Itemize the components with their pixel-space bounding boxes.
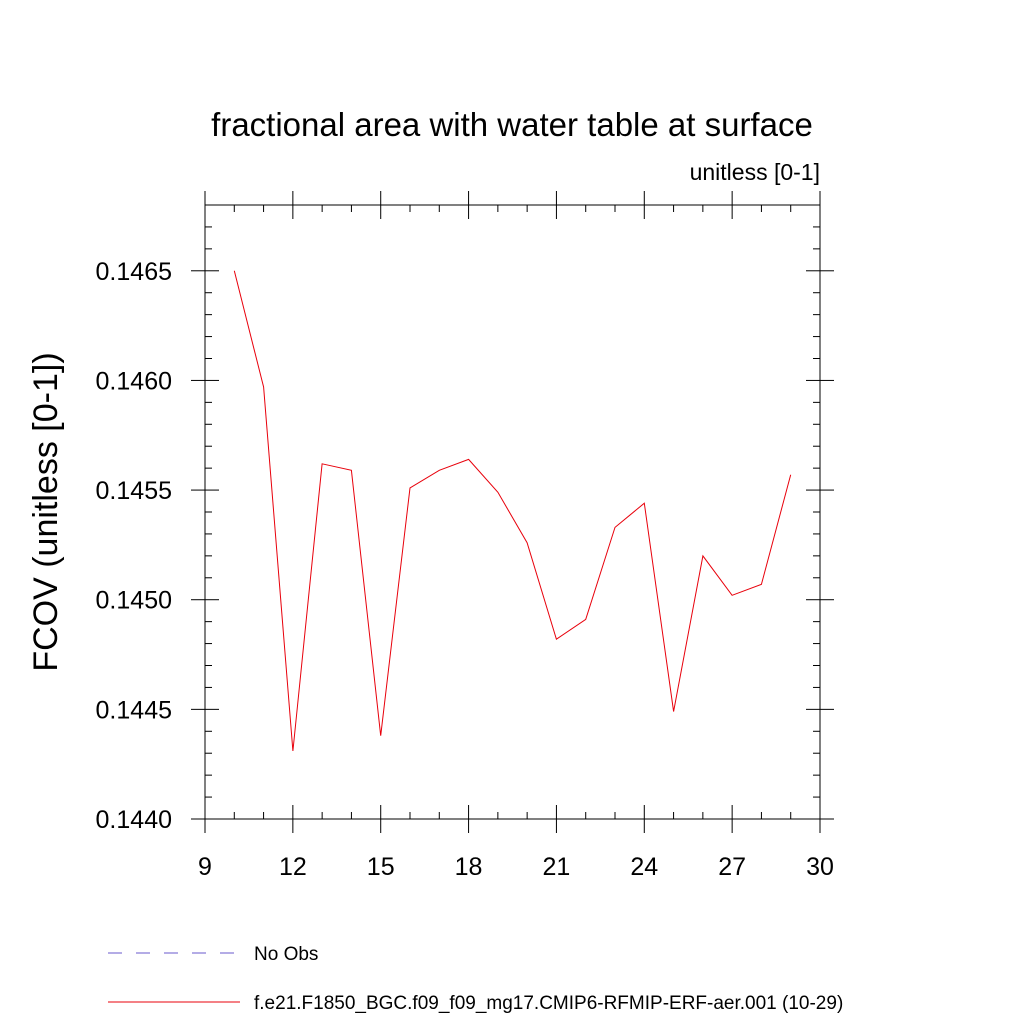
plot-frame <box>204 204 821 820</box>
y-axis-label: FCOV (unitless [0-1]) <box>27 352 65 671</box>
y-tick-label: 0.1460 <box>96 367 172 395</box>
y-tick-label: 0.1440 <box>96 806 172 834</box>
series-lines <box>233 270 792 752</box>
units-label: unitless [0-1] <box>690 159 820 185</box>
x-tick-label: 21 <box>543 853 571 881</box>
y-tick-label: 0.1445 <box>96 696 172 724</box>
tick-labels: 9 12 15 18 21 24 27 30 0.1440 0.1445 0.1450 0.1455 0… <box>96 258 834 881</box>
x-tick-label: 30 <box>806 853 834 881</box>
chart-title: fractional area with water table at surf… <box>211 106 813 143</box>
legend-label: No Obs <box>254 944 318 965</box>
x-tick-label: 15 <box>367 853 395 881</box>
x-tick-label: 12 <box>279 853 307 881</box>
y-tick-label: 0.1455 <box>96 477 172 505</box>
legend: No Obs f.e21.F1850_BGC.f09_f09_mg17.CMIP6… <box>108 944 843 1014</box>
y-tick-label: 0.1450 <box>96 587 172 615</box>
x-tick-label: 18 <box>455 853 483 881</box>
legend-label: f.e21.F1850_BGC.f09_f09_mg17.CMIP6-RFMIP… <box>254 993 843 1014</box>
y-tick-label: 0.1465 <box>96 258 172 286</box>
x-tick-label: 9 <box>198 853 212 881</box>
axis-ticks <box>191 191 834 833</box>
series-line <box>233 270 792 752</box>
x-tick-label: 24 <box>630 853 658 881</box>
x-tick-label: 27 <box>718 853 746 881</box>
